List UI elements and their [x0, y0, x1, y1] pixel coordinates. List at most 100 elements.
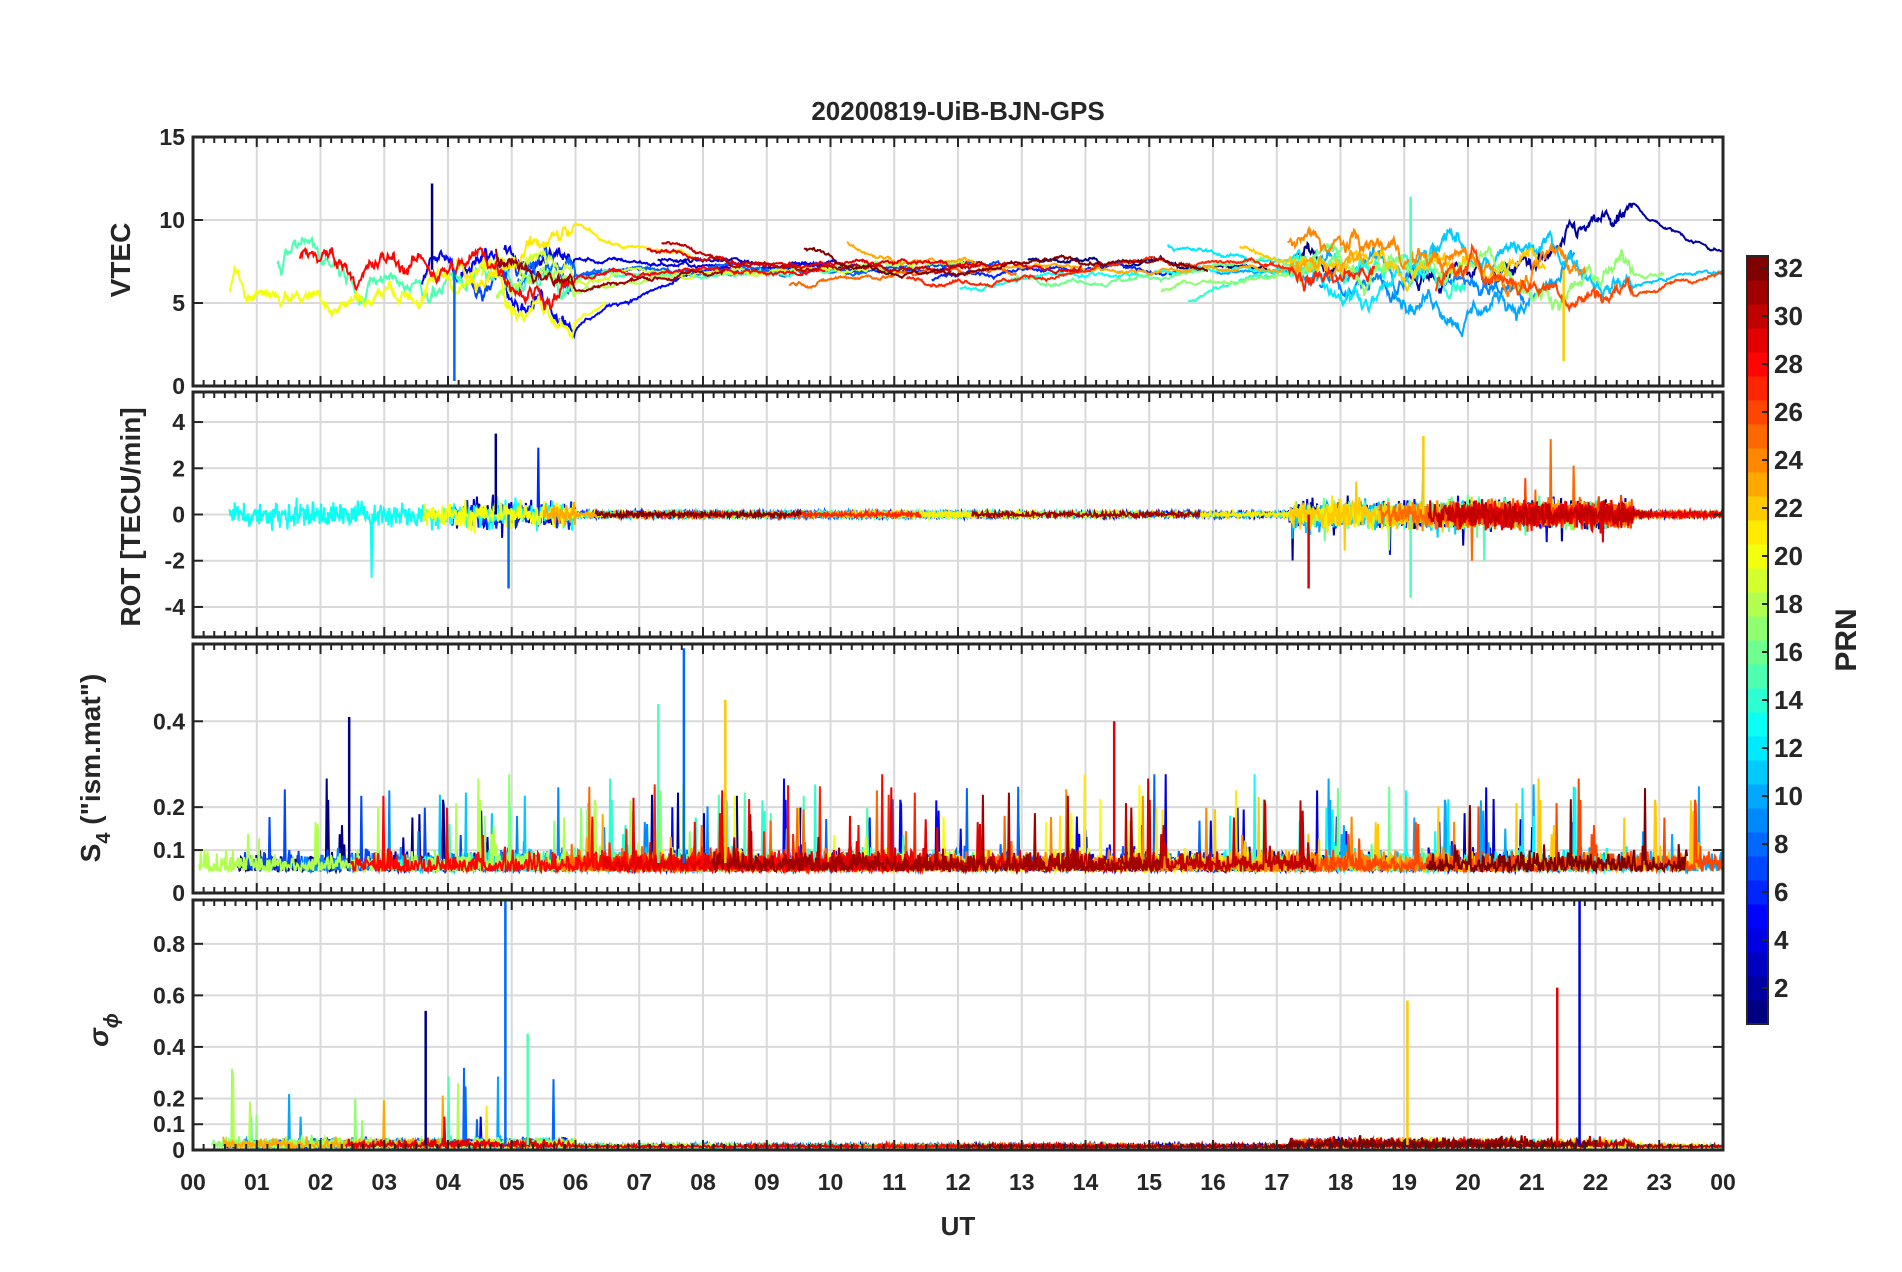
sigma-phi-panel: 00.10.2 0.4 0.6 0.8 [153, 898, 1725, 1163]
colorbar-tick-label: 20 [1774, 541, 1803, 571]
colorbar-segment [1747, 400, 1768, 425]
colorbar-tick-label: 24 [1774, 445, 1803, 475]
colorbar-segment [1747, 256, 1768, 281]
x-tick-label: 08 [690, 1169, 716, 1195]
x-tick-label: 02 [308, 1169, 334, 1195]
x-tick-label: 01 [244, 1169, 270, 1195]
prn-series-line [1160, 245, 1665, 311]
colorbar-segment [1747, 568, 1768, 593]
colorbar-segment [1747, 712, 1768, 737]
y-tick-label: 0.1 [153, 1111, 185, 1137]
x-tick-label: 18 [1328, 1169, 1354, 1195]
series-group [198, 648, 1723, 876]
y-tick-label: 0.4 [153, 1034, 185, 1060]
tick-marks [192, 136, 1723, 387]
y-tick-label: 0.8 [153, 931, 185, 957]
s4-panel: 0 0.1 0.2 0.4 [153, 642, 1725, 906]
colorbar-segment [1747, 280, 1768, 305]
prn-series-line [971, 507, 1201, 521]
colorbar-segment [1747, 688, 1768, 713]
colorbar-tick-label: 26 [1774, 397, 1803, 427]
prn-series-line [594, 508, 803, 522]
colorbar-segment [1747, 520, 1768, 545]
colorbar-segment [1747, 760, 1768, 785]
colorbar-tick-label: 22 [1774, 493, 1803, 523]
colorbar-segment [1747, 304, 1768, 329]
prn-series-line [344, 1116, 860, 1150]
y-tick-label: 0.2 [153, 1085, 185, 1111]
colorbar-segment [1747, 736, 1768, 761]
colorbar-tick-label: 2 [1774, 973, 1788, 1003]
prn-series-line [803, 246, 1209, 280]
colorbar-tick-label: 14 [1774, 685, 1803, 715]
y-tick-label: 0 [172, 373, 185, 399]
prn-series-line [1427, 499, 1653, 530]
prn-series-line [494, 248, 726, 293]
y-tick-label: 0.6 [153, 982, 185, 1008]
colorbar-tick-label: 10 [1774, 781, 1803, 811]
tick-marks [192, 644, 1723, 894]
prn-series-line [242, 1076, 748, 1150]
y-tick-label: 2 [172, 455, 185, 481]
prn-series-line [1402, 226, 1723, 300]
x-tick-label: 14 [1073, 1169, 1099, 1195]
x-tick-label: 16 [1200, 1169, 1226, 1195]
colorbar-segment [1747, 904, 1768, 929]
prn-series-line [1434, 242, 1723, 314]
colorbar-segment [1747, 376, 1768, 401]
colorbar-label: PRN [1830, 608, 1863, 671]
colorbar-segment [1747, 448, 1768, 473]
colorbar-segment [1747, 880, 1768, 905]
rot-panel: -4 -2 0 2 4 [165, 390, 1725, 639]
colorbar-segment [1747, 856, 1768, 881]
y-tick-label: 0 [172, 502, 185, 528]
x-tick-label: 06 [563, 1169, 589, 1195]
x-tick-label: 00 [1710, 1169, 1736, 1195]
prn-series-line [1426, 788, 1689, 875]
y-tick-label: 0 [172, 880, 185, 906]
sigma-phi-ylabel: σϕ [83, 1013, 123, 1047]
colorbar-tick-label: 6 [1774, 877, 1788, 907]
colorbar-segment [1747, 352, 1768, 377]
tick-marks [192, 392, 1723, 637]
y-tick-label: 0.1 [153, 837, 185, 863]
y-tick-label: 15 [159, 124, 185, 150]
colorbar-segment [1747, 592, 1768, 617]
x-tick-label: 05 [499, 1169, 525, 1195]
colorbar-segment [1747, 808, 1768, 833]
colorbar-tick-label: 8 [1774, 829, 1788, 859]
colorbar-segment [1747, 1000, 1768, 1025]
x-tick-label: 09 [754, 1169, 780, 1195]
colorbar-tick-label: 32 [1774, 253, 1803, 283]
x-tick-label: 21 [1519, 1169, 1545, 1195]
vtec-ylabel: VTEC [105, 223, 136, 298]
prn-series-line [846, 241, 1365, 282]
x-tick-label: 23 [1646, 1169, 1672, 1195]
colorbar-segment [1747, 784, 1768, 809]
colorbar-segment [1747, 976, 1768, 1001]
prn-series-line [1166, 244, 1433, 315]
colorbar-segment [1747, 664, 1768, 689]
prn-series-line [298, 246, 826, 311]
y-tick-label: -2 [165, 548, 185, 574]
colorbar-tick-label: 30 [1774, 301, 1803, 331]
x-tick-label: 03 [371, 1169, 397, 1195]
figure-title: 20200819-UiB-BJN-GPS [811, 96, 1104, 126]
grid [193, 900, 1723, 1150]
x-tick-label: 13 [1009, 1169, 1035, 1195]
prn-series-line [495, 258, 969, 299]
x-tick-label: 20 [1455, 1169, 1481, 1195]
y-tick-label: 10 [159, 207, 185, 233]
colorbar-segment [1747, 640, 1768, 665]
colorbar-segment [1747, 496, 1768, 521]
colorbar-tick-label: 12 [1774, 733, 1803, 763]
y-tick-label: 0.2 [153, 794, 185, 820]
colorbar-tick-label: 4 [1774, 925, 1789, 955]
series-group [210, 900, 1723, 1150]
colorbar-segment [1747, 832, 1768, 857]
y-tick-label: 4 [172, 409, 185, 435]
y-tick-label: -4 [165, 594, 186, 620]
y-tick-label: 0 [172, 1137, 185, 1163]
